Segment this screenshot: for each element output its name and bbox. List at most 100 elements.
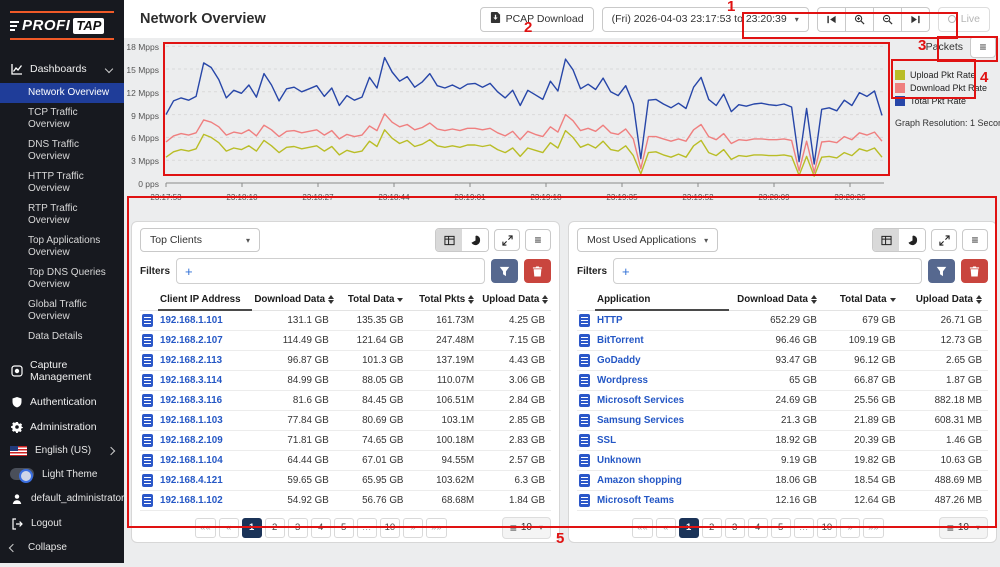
page-button-5[interactable]: 5 (770, 517, 791, 538)
sidebar-item-data-details[interactable]: Data Details (28, 331, 83, 342)
add-filter-button[interactable]: + (185, 263, 193, 279)
page-button-1[interactable]: 1 (678, 517, 699, 538)
expand-button[interactable] (494, 229, 520, 251)
page-button-x[interactable]: « (218, 517, 239, 538)
panel-menu-button[interactable]: ≡ (525, 229, 551, 251)
report-file-icon[interactable] (142, 453, 153, 467)
report-file-icon[interactable] (579, 313, 590, 327)
sidebar-section-dashboards[interactable]: Dashboards (0, 56, 124, 81)
sidebar-item-tcp-traffic-overview[interactable]: TCP Traffic Overview (28, 107, 78, 130)
report-file-icon[interactable] (579, 413, 590, 427)
report-file-icon[interactable] (579, 353, 590, 367)
report-file-icon[interactable] (142, 433, 153, 447)
sidebar-item-dns-traffic-overview[interactable]: DNS Traffic Overview (28, 139, 79, 162)
table-view-button[interactable] (436, 229, 462, 251)
page-button-3[interactable]: 3 (287, 517, 308, 538)
column-header-upload-data[interactable]: Upload Data (901, 290, 988, 311)
row-link[interactable]: 192.168.1.103 (158, 410, 253, 431)
sidebar-item-http-traffic-overview[interactable]: HTTP Traffic Overview (28, 171, 84, 194)
clear-filter-button[interactable] (961, 259, 988, 283)
row-link[interactable]: 192.168.1.102 (158, 490, 253, 511)
page-button-4[interactable]: 4 (310, 517, 331, 538)
row-link[interactable]: 192.168.3.116 (158, 390, 253, 411)
report-file-icon[interactable] (579, 333, 590, 347)
column-header-application[interactable]: Application (595, 290, 729, 311)
report-file-icon[interactable] (142, 473, 153, 487)
skip-back-button[interactable] (816, 6, 846, 32)
report-file-icon[interactable] (142, 493, 153, 507)
page-button-4[interactable]: 4 (747, 517, 768, 538)
pie-view-button[interactable] (899, 229, 925, 251)
page-button-2[interactable]: 2 (264, 517, 285, 538)
sidebar-section-administration[interactable]: Administration (0, 414, 124, 439)
row-link[interactable]: Amazon shopping (595, 470, 729, 491)
panel-view-select[interactable]: Top Clients ▾ (140, 228, 260, 252)
page-button-xx[interactable]: »» (863, 517, 884, 538)
row-link[interactable]: BitTorrent (595, 330, 729, 351)
zoom-in-button[interactable] (845, 6, 874, 32)
row-link[interactable]: 192.168.4.121 (158, 470, 253, 491)
sidebar-item-rtp-traffic-overview[interactable]: RTP Traffic Overview (28, 203, 78, 226)
page-button-3[interactable]: 3 (724, 517, 745, 538)
report-file-icon[interactable] (142, 313, 153, 327)
row-link[interactable]: 192.168.2.109 (158, 430, 253, 451)
zoom-out-button[interactable] (873, 6, 902, 32)
sidebar-item-top-dns-queries-overview[interactable]: Top DNS Queries Overview (28, 267, 106, 290)
page-size-select[interactable]: ≡ 10 ▾ (501, 516, 551, 539)
report-file-icon[interactable] (579, 433, 590, 447)
report-file-icon[interactable] (579, 493, 590, 507)
live-toggle-button[interactable]: Live (937, 6, 990, 32)
date-range-selector[interactable]: (Fri) 2026-04-03 23:17:53 to 23:20:39 ▾ (601, 6, 809, 32)
report-file-icon[interactable] (579, 393, 590, 407)
filter-input[interactable]: + (176, 258, 485, 284)
row-link[interactable]: SSL (595, 430, 729, 451)
column-header-download-data[interactable]: Download Data (728, 290, 823, 311)
pcap-download-button[interactable]: PCAP Download (479, 6, 594, 32)
row-link[interactable]: 192.168.1.104 (158, 450, 253, 471)
sidebar-section-authentication[interactable]: Authentication (0, 389, 124, 414)
row-link[interactable]: 192.168.3.114 (158, 370, 253, 391)
apply-filter-button[interactable] (491, 259, 518, 283)
page-button-x[interactable]: … (793, 517, 814, 538)
clear-filter-button[interactable] (524, 259, 551, 283)
page-button-x[interactable]: « (655, 517, 676, 538)
page-button-xx[interactable]: «« (632, 517, 653, 538)
sidebar-footer-logout[interactable]: Logout (0, 511, 124, 536)
report-file-icon[interactable] (142, 413, 153, 427)
column-header-total-data[interactable]: Total Data (822, 290, 902, 311)
row-link[interactable]: Microsoft Teams (595, 490, 729, 511)
row-link[interactable]: 192.168.2.113 (158, 350, 253, 371)
page-button-xx[interactable]: »» (426, 517, 447, 538)
sidebar-item-global-traffic-overview[interactable]: Global Traffic Overview (28, 299, 87, 322)
report-file-icon[interactable] (142, 353, 153, 367)
row-link[interactable]: HTTP (595, 310, 729, 331)
sidebar-footer-collapse[interactable]: Collapse (0, 536, 124, 559)
report-file-icon[interactable] (142, 333, 153, 347)
apply-filter-button[interactable] (928, 259, 955, 283)
pie-view-button[interactable] (462, 229, 488, 251)
sidebar-item-network-overview[interactable]: Network Overview (0, 83, 124, 103)
page-button-xx[interactable]: «« (195, 517, 216, 538)
page-size-select[interactable]: ≡ 10 ▾ (938, 516, 988, 539)
page-button-x[interactable]: » (840, 517, 861, 538)
page-button-2[interactable]: 2 (701, 517, 722, 538)
sidebar-section-capture-management[interactable]: Capture Management (0, 353, 124, 389)
row-link[interactable]: 192.168.1.101 (158, 310, 253, 331)
report-file-icon[interactable] (142, 373, 153, 387)
packets-menu-button[interactable]: ≡ (970, 36, 996, 58)
row-link[interactable]: Unknown (595, 450, 729, 471)
panel-menu-button[interactable]: ≡ (962, 229, 988, 251)
page-button-x[interactable]: … (356, 517, 377, 538)
row-link[interactable]: Microsoft Services (595, 390, 729, 411)
theme-toggle[interactable] (10, 468, 34, 483)
filter-input[interactable]: + (613, 258, 922, 284)
page-button-x[interactable]: » (403, 517, 424, 538)
add-filter-button[interactable]: + (622, 263, 630, 279)
column-header-total-data[interactable]: Total Data (334, 290, 410, 311)
report-file-icon[interactable] (579, 473, 590, 487)
row-link[interactable]: Wordpress (595, 370, 729, 391)
expand-button[interactable] (931, 229, 957, 251)
sidebar-footer-default-administrator[interactable]: default_administrator (0, 486, 124, 511)
page-button-5[interactable]: 5 (333, 517, 354, 538)
packet-rate-chart[interactable]: 23:17:532026-04-03 23:18:102026-04-03 23:1… (150, 42, 887, 212)
